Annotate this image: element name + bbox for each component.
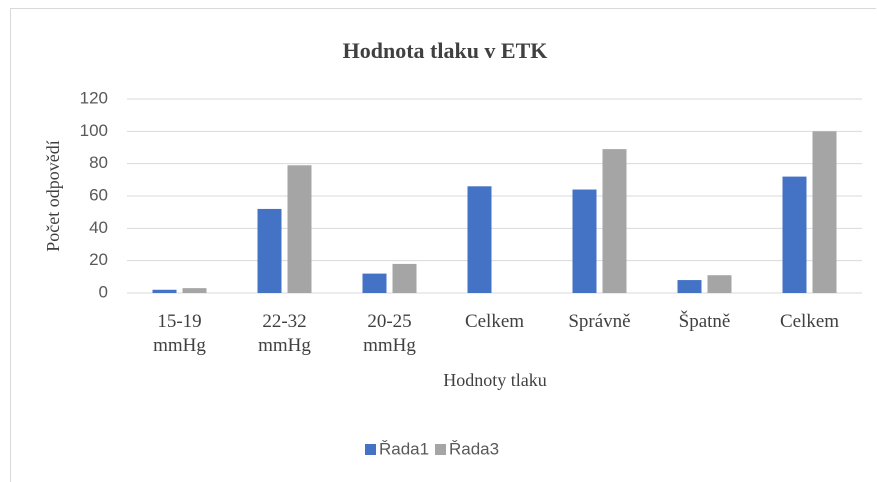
bar	[287, 165, 312, 293]
chart-title: Hodnota tlaku v ETK	[343, 38, 548, 63]
bar	[152, 289, 177, 293]
bar	[392, 263, 417, 293]
bar	[182, 288, 207, 293]
y-tick-label: 100	[80, 121, 108, 140]
bar	[812, 131, 837, 293]
legend-swatch	[435, 444, 446, 455]
y-tick-label: 40	[89, 218, 108, 237]
bar	[467, 186, 492, 293]
x-tick-label: 20-25 mmHg	[363, 311, 416, 356]
x-tick-label: Celkem	[779, 311, 840, 332]
legend-label: Řada3	[449, 439, 499, 458]
y-tick-label: 120	[80, 88, 108, 107]
bar	[677, 280, 702, 293]
chart-frame	[10, 8, 876, 482]
bar	[572, 189, 597, 293]
x-tick-label: 15-19 mmHg	[153, 311, 206, 356]
x-tick-label: Celkem	[464, 311, 525, 332]
x-axis-label: Hodnoty tlaku	[443, 370, 547, 390]
bar	[257, 208, 282, 293]
bar	[707, 275, 732, 293]
bar	[602, 149, 627, 293]
y-tick-label: 60	[89, 185, 108, 204]
y-tick-label: 20	[89, 250, 108, 269]
x-tick-label: Špatně	[678, 311, 731, 332]
bar	[362, 273, 387, 293]
y-tick-label: 80	[89, 153, 108, 172]
legend-label: Řada1	[379, 439, 429, 458]
y-axis-label: Počet odpovědí	[43, 140, 63, 251]
bar	[782, 176, 807, 293]
x-tick-label: 22-32 mmHg	[258, 311, 311, 356]
legend-swatch	[365, 444, 376, 455]
y-tick-label: 0	[99, 282, 108, 301]
x-tick-label: Správně	[568, 311, 631, 332]
